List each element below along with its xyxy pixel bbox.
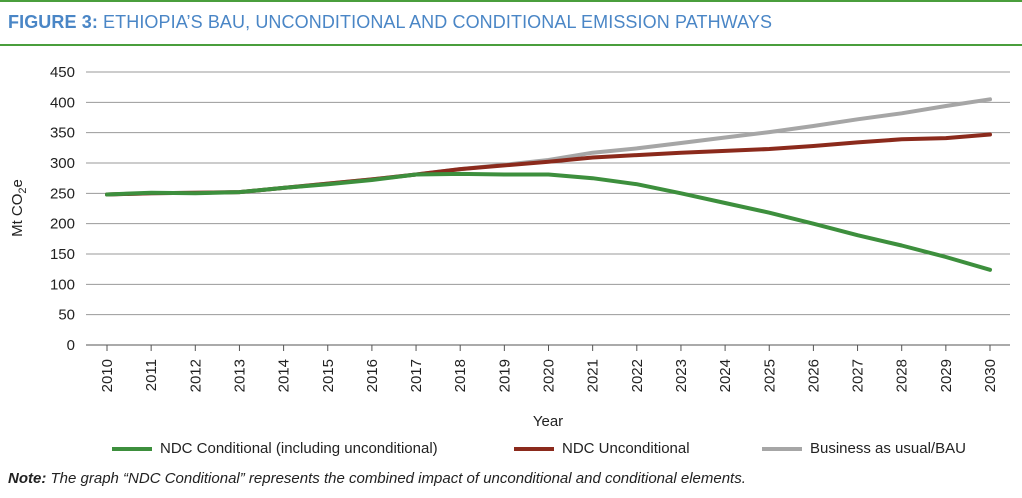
x-tick-label: 2014 xyxy=(276,359,293,392)
x-tick-label: 2029 xyxy=(938,359,955,392)
x-tick-label: 2026 xyxy=(805,359,822,392)
x-tick-label: 2027 xyxy=(850,359,867,392)
x-tick-label: 2010 xyxy=(99,359,116,392)
y-tick-label: 250 xyxy=(50,185,75,202)
x-tick-label: 2028 xyxy=(894,359,911,392)
x-tick-label: 2013 xyxy=(231,359,248,392)
x-tick-label: 2020 xyxy=(541,359,558,392)
x-tick-label: 2021 xyxy=(585,359,602,392)
x-tick-label: 2019 xyxy=(496,359,513,392)
legend-swatch-ndc-unconditional xyxy=(514,446,554,451)
x-tick-label: 2017 xyxy=(408,359,425,392)
figure-title: FIGURE 3: ETHIOPIA’S BAU, UNCONDITIONAL … xyxy=(8,12,772,33)
legend-label-ndc-conditional: NDC Conditional (including unconditional… xyxy=(160,440,438,457)
series-line-ndc-unconditional xyxy=(105,132,992,197)
note-label: Note: xyxy=(8,470,47,487)
series-line-bau xyxy=(105,97,992,197)
figure-number: FIGURE 3: xyxy=(8,12,98,32)
footnote: Note: The graph “NDC Conditional” repres… xyxy=(8,470,746,487)
legend-label-ndc-unconditional: NDC Unconditional xyxy=(562,440,690,457)
x-tick-label: 2024 xyxy=(717,359,734,392)
x-axis-label: Year xyxy=(533,413,563,430)
x-tick-label: 2012 xyxy=(187,359,204,392)
x-tick-label: 2022 xyxy=(629,359,646,392)
y-tick-label: 0 xyxy=(67,337,75,354)
line-chart: 0 50 100 150 200 250 300 350 400 450 2010 2011 2012 2… xyxy=(9,64,1010,430)
x-tick-label: 2011 xyxy=(143,359,160,391)
series-line-ndc-conditional xyxy=(105,171,992,272)
y-tick-label: 150 xyxy=(50,246,75,263)
legend-item-ndc-unconditional: NDC Unconditional xyxy=(514,440,690,457)
x-tick-label: 2018 xyxy=(452,359,469,392)
legend: NDC Conditional (including unconditional… xyxy=(0,440,1022,462)
y-tick-label: 200 xyxy=(50,216,75,233)
y-tick-label: 50 xyxy=(58,307,75,324)
legend-item-ndc-conditional: NDC Conditional (including unconditional… xyxy=(112,440,438,457)
top-rule xyxy=(0,0,1022,2)
x-tick-label: 2030 xyxy=(982,359,999,392)
legend-item-bau: Business as usual/BAU xyxy=(762,440,966,457)
title-rule xyxy=(0,44,1022,46)
legend-swatch-ndc-conditional xyxy=(112,446,152,451)
legend-swatch-bau xyxy=(762,446,802,451)
y-tick-label: 400 xyxy=(50,94,75,111)
figure-title-text: ETHIOPIA’S BAU, UNCONDITIONAL AND CONDIT… xyxy=(103,12,773,32)
y-tick-label: 350 xyxy=(50,125,75,142)
y-tick-label: 300 xyxy=(50,155,75,172)
legend-label-bau: Business as usual/BAU xyxy=(810,440,966,457)
x-tick-label: 2025 xyxy=(761,359,778,392)
x-tick-label: 2023 xyxy=(673,359,690,392)
y-tick-label: 450 xyxy=(50,64,75,81)
note-text: The graph “NDC Conditional” represents t… xyxy=(46,470,746,487)
y-axis-label: Mt CO2e xyxy=(9,179,29,237)
y-tick-label: 100 xyxy=(50,276,75,293)
x-tick-label: 2015 xyxy=(320,359,337,392)
x-tick-label: 2016 xyxy=(364,359,381,392)
